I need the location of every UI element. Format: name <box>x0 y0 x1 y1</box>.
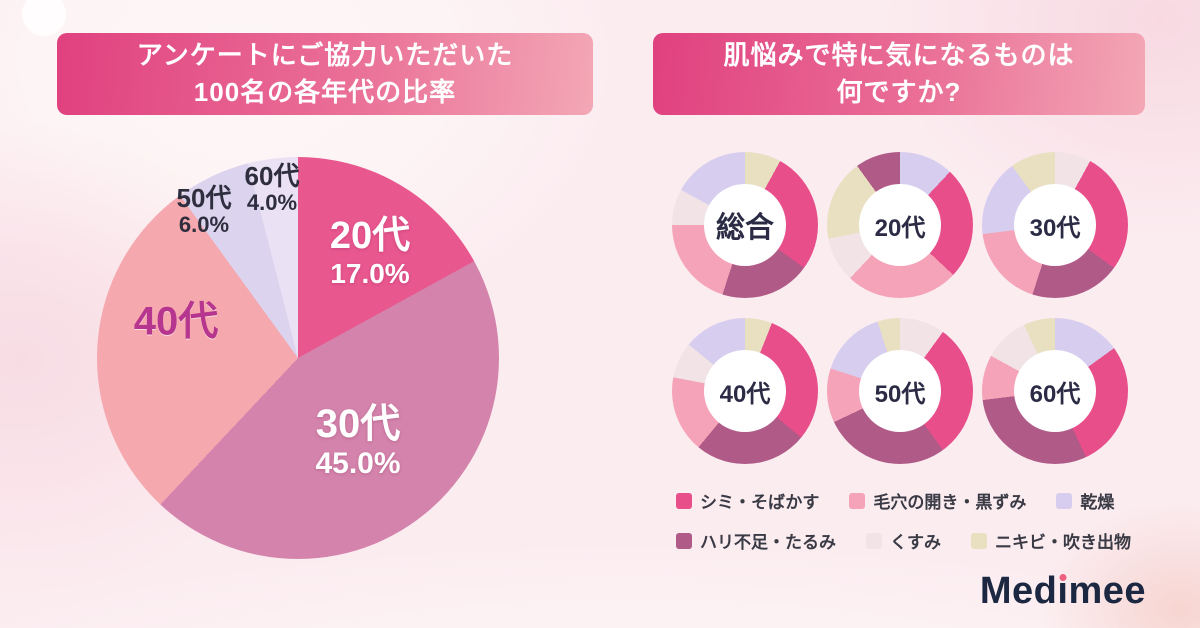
legend-swatch-acne <box>971 532 987 549</box>
skin-concern-title-line-1: 肌悩みで特に気になるものは <box>723 40 1075 71</box>
pie-label-40s: 40代 <box>134 300 219 345</box>
logo-part-1: Med <box>979 570 1058 612</box>
legend-label-dryness: 乾燥 <box>1080 493 1115 512</box>
legend-label-acne: ニキビ・吹き出物 <box>995 533 1131 552</box>
pie-label-60s-value: 4.0% <box>246 190 298 216</box>
legend-swatch-dryness <box>1056 492 1073 509</box>
age-ratio-title-line-2: 100名の各年代の比率 <box>193 77 457 107</box>
donut-chart-50s: 50代 <box>827 318 973 464</box>
medimee-logo: Med ımee <box>980 572 1146 610</box>
donut-chart-30s: 30代 <box>982 152 1128 298</box>
legend-label-sagging: ハリ不足・たるみ <box>700 533 836 552</box>
pie-label-30s-name: 30代 <box>315 401 401 446</box>
legend-item-acne: ニキビ・吹き出物 <box>971 528 1131 553</box>
legend-swatch-spots <box>676 492 692 509</box>
legend-item-dryness: 乾燥 <box>1056 488 1114 513</box>
donut-label-50s: 50代 <box>874 380 926 408</box>
pie-label-30s: 30代 45.0% <box>315 402 400 480</box>
donut-center-20s: 20代 <box>859 184 941 266</box>
donut-chart-overall: 総合 <box>672 152 818 298</box>
pie-label-40s-name: 40代 <box>133 299 219 344</box>
logo-i-dot-icon <box>1059 574 1067 581</box>
age-ratio-title-banner: アンケートにご協力いただいた 100名の各年代の比率 <box>57 33 593 115</box>
legend-label-pores: 毛穴の開き・黒ずみ <box>873 493 1027 512</box>
legend-swatch-dullness <box>866 532 882 549</box>
legend-label-dullness: くすみ <box>890 533 941 552</box>
legend-swatch-sagging <box>676 532 692 549</box>
donut-center-60s: 60代 <box>1014 350 1096 432</box>
donut-center-40s: 40代 <box>704 350 786 432</box>
donut-label-60s: 60代 <box>1029 380 1081 408</box>
donut-center-30s: 30代 <box>1014 184 1096 266</box>
logo-i-letter: ı <box>1057 572 1068 610</box>
donut-label-40s: 40代 <box>719 380 771 408</box>
donut-grid: 総合 20代 30代 40代 50代 60代 <box>672 152 1128 464</box>
donut-label-30s: 30代 <box>1029 214 1081 242</box>
legend-item-spots: シミ・そばかす <box>676 488 819 513</box>
pie-label-60s-name: 60代 <box>244 161 300 192</box>
pie-label-20s-name: 20代 <box>329 215 411 258</box>
donut-chart-40s: 40代 <box>672 318 818 464</box>
legend-label-spots: シミ・そばかす <box>700 493 820 512</box>
logo-part-3: mee <box>1068 570 1146 612</box>
skin-concern-legend: シミ・そばかす 毛穴の開き・黒ずみ 乾燥 ハリ不足・たるみ くすみ ニキビ・吹き… <box>676 488 1146 553</box>
pie-label-20s: 20代 17.0% <box>330 215 410 289</box>
legend-item-pores: 毛穴の開き・黒ずみ <box>849 488 1026 513</box>
age-pie-chart <box>97 157 499 559</box>
donut-chart-20s: 20代 <box>827 152 973 298</box>
legend-item-dullness: くすみ <box>866 528 941 553</box>
pie-label-50s-name: 50代 <box>176 183 232 214</box>
donut-label-20s: 20代 <box>874 214 926 242</box>
legend-item-sagging: ハリ不足・たるみ <box>676 528 836 553</box>
pie-label-50s-value: 6.0% <box>178 212 230 238</box>
legend-swatch-pores <box>849 492 866 509</box>
pie-label-60s: 60代 4.0% <box>245 162 300 216</box>
donut-chart-60s: 60代 <box>982 318 1128 464</box>
pie-label-20s-value: 17.0% <box>330 257 410 289</box>
donut-label-overall: 総合 <box>715 212 774 244</box>
pie-label-30s-value: 45.0% <box>315 446 401 480</box>
pie-label-50s: 50代 6.0% <box>177 184 232 238</box>
logo-part-2: ı <box>1057 570 1069 612</box>
background-dot-decoration <box>22 0 66 36</box>
skin-concern-title-line-2: 何ですか? <box>836 77 962 107</box>
donut-center-50s: 50代 <box>859 350 941 432</box>
skin-concern-title-banner: 肌悩みで特に気になるものは 何ですか? <box>653 33 1145 115</box>
age-ratio-title-line-1: アンケートにご協力いただいた <box>136 40 514 71</box>
donut-center-overall: 総合 <box>704 184 786 266</box>
